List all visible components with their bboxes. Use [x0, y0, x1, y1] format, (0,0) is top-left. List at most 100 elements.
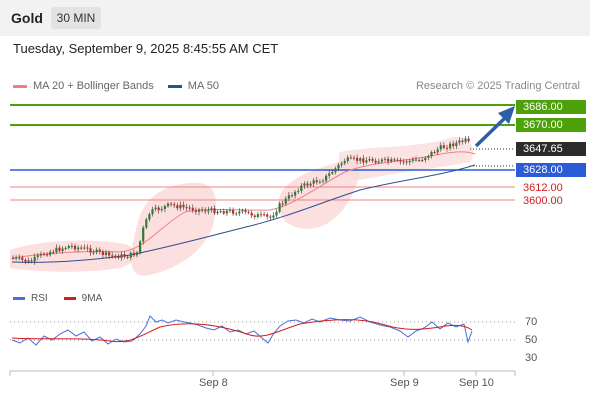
- candle-body: [303, 183, 306, 186]
- candle-body: [359, 158, 362, 161]
- rsi-ma-line: [11, 319, 473, 343]
- candle-body: [154, 207, 157, 210]
- candle-body: [104, 252, 108, 256]
- timeframe-button[interactable]: 30 MIN: [51, 7, 101, 29]
- candle-body: [297, 190, 300, 192]
- candle-body: [312, 180, 315, 184]
- candle-body: [458, 140, 461, 143]
- candle-body: [331, 172, 334, 174]
- bollinger-band-2: [10, 240, 136, 272]
- candle-body: [318, 181, 321, 183]
- candle-body: [349, 157, 352, 159]
- candle-body: [135, 252, 139, 256]
- level-tag-r1: 3670.00: [516, 118, 586, 132]
- candle-body: [467, 138, 470, 142]
- candle-body: [430, 152, 433, 157]
- candle-body: [148, 214, 151, 220]
- candle-body: [86, 247, 89, 249]
- xaxis-label-sep8: Sep 8: [199, 377, 228, 389]
- candle-body: [362, 158, 365, 163]
- candle-body: [170, 203, 173, 205]
- candle-body: [15, 257, 18, 259]
- candle-body: [402, 161, 405, 163]
- candle-body: [18, 257, 21, 259]
- candle-body: [427, 156, 430, 158]
- candle-body: [95, 249, 98, 253]
- candle-body: [129, 252, 132, 258]
- candle-body: [449, 143, 452, 149]
- candle-body: [46, 254, 49, 256]
- candle-body: [284, 198, 287, 204]
- candle-body: [111, 255, 114, 257]
- candle-body: [58, 247, 61, 251]
- candle-body: [244, 210, 247, 212]
- candle-body: [89, 248, 92, 253]
- candle-body: [356, 157, 359, 161]
- candle-body: [439, 145, 442, 150]
- rsi-ma-label: 9MA: [81, 293, 103, 304]
- candle-body: [445, 147, 449, 149]
- candle-body: [11, 258, 15, 259]
- candle-body: [176, 205, 179, 209]
- candle-body: [408, 160, 411, 163]
- candle-body: [371, 159, 374, 161]
- candle-body: [275, 211, 278, 216]
- candle-body: [61, 248, 64, 251]
- candle-body: [256, 214, 259, 217]
- rsi-level-30: 30: [525, 352, 538, 364]
- ma50-swatch: [167, 84, 182, 88]
- candle-body: [101, 251, 104, 256]
- candle-body: [42, 253, 46, 255]
- ma50-line: [11, 164, 476, 263]
- candle-body: [315, 180, 318, 183]
- candle-body: [73, 245, 77, 250]
- candle-body: [213, 208, 216, 214]
- candle-body: [383, 158, 387, 160]
- candle-body: [250, 212, 253, 216]
- level-tag-r2: 3686.00: [516, 100, 586, 114]
- candle-body: [352, 157, 356, 159]
- candle-body: [405, 161, 408, 163]
- level-tag-last: 3647.65: [516, 142, 586, 156]
- candle-body: [464, 138, 467, 142]
- rsi-label: RSI: [31, 293, 48, 304]
- candle-body: [173, 204, 176, 206]
- candle-body: [232, 210, 235, 214]
- level-tag-s2: 3600.00: [523, 195, 563, 207]
- candle-body: [126, 256, 129, 258]
- candle-body: [163, 206, 166, 209]
- candle-body: [30, 260, 33, 262]
- candle-body: [139, 241, 142, 253]
- candle-body: [421, 160, 424, 162]
- xaxis-label-sep10: Sep 10: [459, 377, 494, 389]
- rsi-swatch: [13, 297, 25, 300]
- candle-body: [201, 209, 204, 211]
- legend-ma20: MA 20 + Bollinger Bands: [13, 80, 154, 92]
- candle-body: [179, 204, 182, 209]
- candle-body: [210, 208, 213, 211]
- candle-body: [157, 207, 160, 211]
- candle-body: [80, 247, 83, 249]
- candle-body: [325, 175, 328, 181]
- legend-ma20-label: MA 20 + Bollinger Bands: [33, 80, 154, 92]
- candle-body: [132, 252, 135, 256]
- candle-body: [247, 211, 250, 213]
- xaxis-label-sep9: Sep 9: [390, 377, 419, 389]
- candle-body: [39, 253, 42, 256]
- candle-body: [222, 211, 225, 214]
- candle-body: [108, 252, 111, 256]
- symbol-title: Gold: [11, 10, 43, 26]
- timestamp: Tuesday, September 9, 2025 8:45:55 AM CE…: [13, 41, 279, 56]
- candle-body: [24, 259, 27, 262]
- candle-body: [306, 183, 309, 186]
- candle-body: [368, 159, 371, 161]
- candle-body: [194, 210, 197, 212]
- rsi-level-70: 70: [525, 316, 538, 328]
- candle-body: [197, 209, 201, 212]
- candle-body: [83, 247, 86, 249]
- candle-body: [287, 195, 290, 199]
- candle-body: [27, 260, 30, 262]
- candle-body: [21, 257, 24, 260]
- candle-body: [436, 149, 439, 153]
